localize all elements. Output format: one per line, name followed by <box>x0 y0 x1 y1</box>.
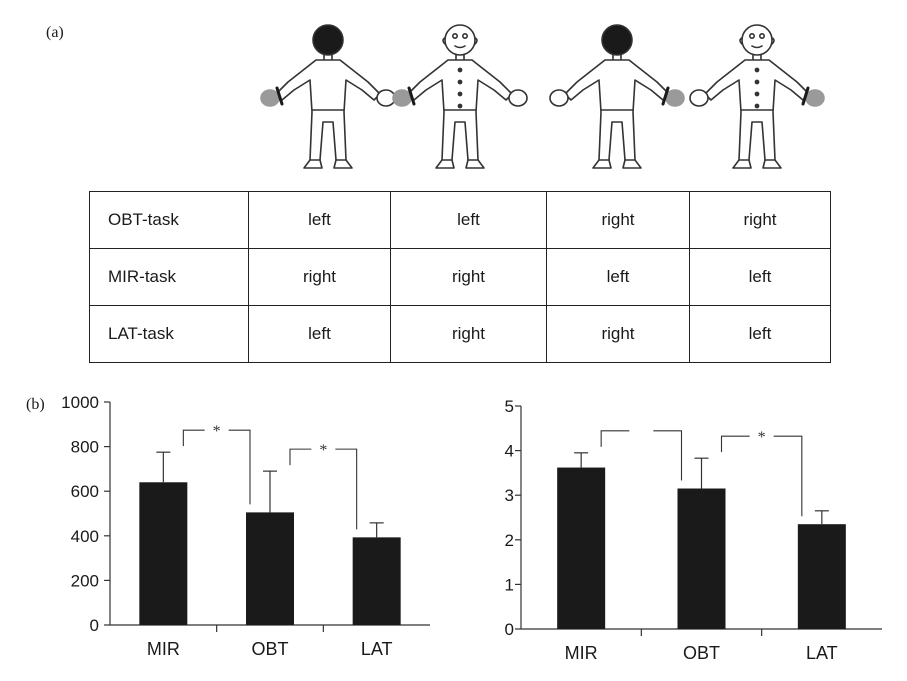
y-tick-label: 400 <box>71 527 99 546</box>
feet-outline <box>732 159 782 169</box>
eye-icon <box>758 32 766 39</box>
x-category-label: OBT <box>683 643 720 663</box>
significance-bracket <box>289 448 358 530</box>
feet-outline <box>592 159 642 169</box>
neck-line <box>752 54 762 61</box>
wristband-icon <box>275 86 284 106</box>
y-tick-label: 3 <box>505 486 514 505</box>
table-row-obt: OBT-task left left right right <box>89 191 831 249</box>
button-icon <box>457 79 463 85</box>
table-row-lat: LAT-task left right right left <box>89 305 831 363</box>
significance-bracket <box>720 435 803 517</box>
figure-illustrations <box>260 24 825 169</box>
y-tick-label: 0 <box>505 620 514 639</box>
bar <box>139 482 188 625</box>
table-cell: left <box>546 248 690 306</box>
neck-line <box>323 54 333 61</box>
table-cell: left <box>689 248 831 306</box>
eye-icon <box>461 32 469 39</box>
bar <box>677 488 726 629</box>
person-figure <box>549 24 685 169</box>
head-back-icon <box>312 24 344 56</box>
hand-icon <box>549 89 569 107</box>
marked-hand-icon <box>805 89 825 107</box>
wristband-icon <box>661 86 670 106</box>
mouth-icon <box>454 45 466 49</box>
person-figure <box>392 24 528 169</box>
wristband-icon <box>801 86 810 106</box>
hand-icon <box>689 89 709 107</box>
button-icon <box>754 79 760 85</box>
row-label: MIR-task <box>89 248 249 306</box>
table-cell: right <box>390 248 547 306</box>
marked-hand-icon <box>392 89 412 107</box>
button-icon <box>457 67 463 73</box>
feet-outline <box>303 159 353 169</box>
bar <box>557 467 606 629</box>
y-tick-label: 1000 <box>61 393 99 412</box>
bar-chart-left: 0 200 400 600 800 1000 MIR OBT LAT * * <box>61 393 430 659</box>
significance-label: * <box>758 429 766 446</box>
head-front-icon <box>741 24 773 56</box>
person-figure <box>260 24 396 169</box>
mouth-icon <box>751 45 763 49</box>
button-icon <box>457 103 463 109</box>
y-tick-label: 200 <box>71 571 99 590</box>
table-cell: right <box>546 305 690 363</box>
y-tick-label: 2 <box>505 531 514 550</box>
button-icon <box>754 91 760 97</box>
person-figure <box>689 24 825 169</box>
x-category-label: LAT <box>806 643 838 663</box>
panel-label-b: (b) <box>26 396 45 413</box>
significance-bracket <box>182 429 251 505</box>
button-icon <box>754 67 760 73</box>
y-tick-label: 800 <box>71 438 99 457</box>
table-cell: right <box>689 191 831 249</box>
wristband-icon <box>407 86 416 106</box>
table-cell: right <box>248 248 391 306</box>
button-icon <box>754 103 760 109</box>
x-category-label: LAT <box>361 639 393 659</box>
head-front-icon <box>444 24 476 56</box>
hand-icon <box>508 89 528 107</box>
bar-chart-right: 0 1 2 3 4 5 MIR OBT LAT * <box>505 397 882 663</box>
bar <box>352 537 401 625</box>
table-cell: left <box>248 305 391 363</box>
y-tick-label: 600 <box>71 482 99 501</box>
ear-icon <box>442 37 478 45</box>
table-cell: right <box>390 305 547 363</box>
y-tick-label: 4 <box>505 442 514 461</box>
feet-outline <box>435 159 485 169</box>
eye-icon <box>749 32 756 39</box>
button-icon <box>457 91 463 97</box>
significance-label: * <box>319 442 327 459</box>
ear-icon <box>739 37 775 45</box>
y-tick-label: 1 <box>505 575 514 594</box>
significance-label: * <box>213 423 221 440</box>
eye-icon <box>452 32 459 39</box>
x-category-label: OBT <box>251 639 288 659</box>
table-row-mir: MIR-task right right left left <box>89 248 831 306</box>
x-category-label: MIR <box>147 639 180 659</box>
table-cell: left <box>689 305 831 363</box>
task-table: OBT-task left left right right MIR-task … <box>89 191 831 363</box>
table-cell: left <box>248 191 391 249</box>
row-label: OBT-task <box>89 191 249 249</box>
table-cell: right <box>546 191 690 249</box>
table-cell: left <box>390 191 547 249</box>
significance-bracket <box>600 430 683 481</box>
marked-hand-icon <box>665 89 685 107</box>
panel-label-a: (a) <box>46 24 64 41</box>
bar <box>246 512 294 625</box>
neck-line <box>612 54 622 61</box>
x-category-label: MIR <box>565 643 598 663</box>
marked-hand-icon <box>260 89 280 107</box>
bar <box>797 524 846 629</box>
neck-line <box>455 54 465 61</box>
row-label: LAT-task <box>89 305 249 363</box>
head-back-icon <box>601 24 633 56</box>
y-tick-label: 0 <box>90 616 99 635</box>
y-tick-label: 5 <box>505 397 514 416</box>
